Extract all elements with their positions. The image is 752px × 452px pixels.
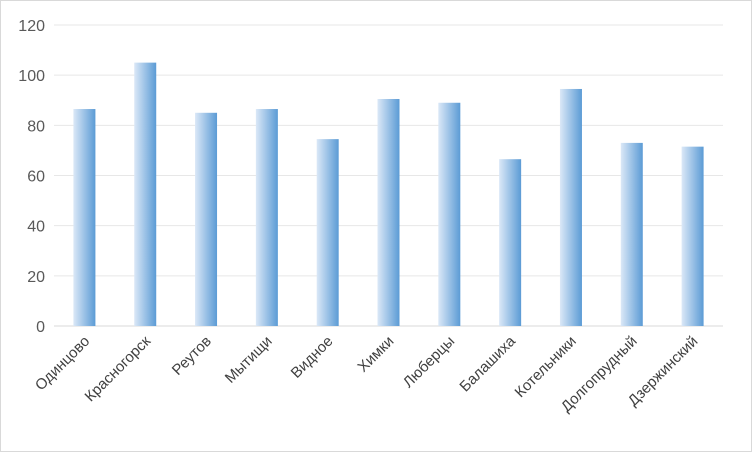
- x-category-label: Балашиха: [456, 332, 519, 395]
- bar: [73, 109, 96, 326]
- bar: [134, 62, 157, 326]
- bar: [195, 112, 218, 327]
- y-tick-label: 20: [27, 269, 45, 286]
- y-tick-label: 40: [27, 219, 45, 236]
- x-category-label: Красногорск: [82, 332, 155, 405]
- x-category-label: Реутов: [169, 333, 215, 379]
- y-tick-label: 120: [18, 18, 45, 35]
- y-tick-label: 0: [36, 319, 45, 336]
- x-category-label: Люберцы: [400, 333, 458, 391]
- bar: [316, 139, 339, 326]
- bars: [73, 62, 704, 327]
- bar: [681, 146, 704, 326]
- y-tick-label: 100: [18, 68, 45, 85]
- bar: [559, 88, 582, 327]
- x-category-label: Химки: [354, 333, 397, 376]
- x-category-label: Видное: [288, 333, 337, 382]
- x-category-label: Одинцово: [32, 333, 93, 394]
- bar: [620, 142, 643, 326]
- bar: [499, 159, 522, 326]
- y-tick-label: 60: [27, 169, 45, 186]
- bar: [377, 98, 400, 326]
- x-category-label: Мытищи: [222, 333, 276, 387]
- bar: [438, 102, 461, 326]
- y-axis-tick-labels: 0 20 40 60 80 100 120: [18, 18, 45, 336]
- y-tick-label: 80: [27, 118, 45, 135]
- bar: [255, 109, 278, 326]
